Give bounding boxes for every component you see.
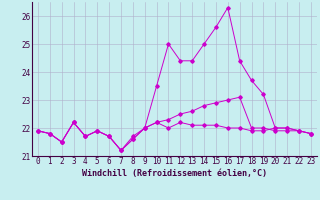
X-axis label: Windchill (Refroidissement éolien,°C): Windchill (Refroidissement éolien,°C)	[82, 169, 267, 178]
